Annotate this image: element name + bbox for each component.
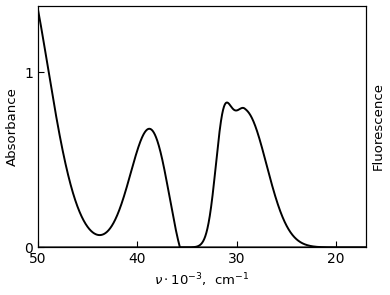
- Y-axis label: Absorbance: Absorbance: [5, 87, 19, 166]
- Y-axis label: Fluorescence: Fluorescence: [371, 83, 385, 171]
- X-axis label: $\nu \cdot 10^{-3}$,  cm$^{-1}$: $\nu \cdot 10^{-3}$, cm$^{-1}$: [154, 272, 250, 289]
